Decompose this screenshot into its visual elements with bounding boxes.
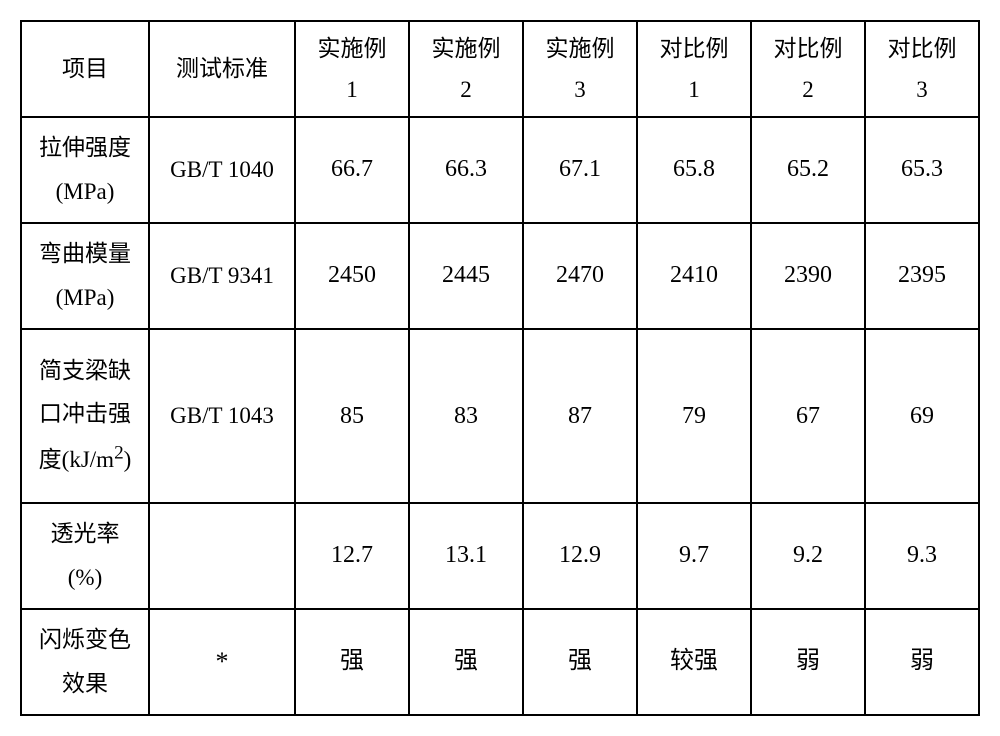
header-ex3-l2: 3 (574, 77, 586, 102)
transmittance-c2: 9.2 (751, 503, 865, 609)
tensile-v2: 66.3 (409, 117, 523, 223)
flexural-label-l2: (MPa) (56, 285, 115, 310)
flicker-v2: 强 (409, 609, 523, 715)
header-row: 项目 测试标准 实施例 1 实施例 2 实施例 3 对比例 1 对比例 2 对比例 3 (21, 21, 979, 117)
flexural-v3: 2470 (523, 223, 637, 329)
impact-c2: 67 (751, 329, 865, 503)
data-table: 项目 测试标准 实施例 1 实施例 2 实施例 3 对比例 1 对比例 2 对比例 3 拉伸… (20, 20, 980, 716)
header-ex2-l1: 实施例 (432, 36, 501, 61)
impact-label-l2: 口冲击强 (39, 401, 131, 426)
tensile-v3: 67.1 (523, 117, 637, 223)
flicker-c1: 较强 (637, 609, 751, 715)
flexural-c3: 2395 (865, 223, 979, 329)
tensile-c3: 65.3 (865, 117, 979, 223)
header-ex1-l1: 实施例 (318, 36, 387, 61)
row-flicker: 闪烁变色效果 * 强 强 强 较强 弱 弱 (21, 609, 979, 715)
header-ex3-l1: 实施例 (546, 36, 615, 61)
header-cp2-l1: 对比例 (774, 36, 843, 61)
impact-label-tail: ) (124, 447, 132, 472)
row-tensile: 拉伸强度(MPa) GB/T 1040 66.7 66.3 67.1 65.8 … (21, 117, 979, 223)
header-example-1: 实施例 1 (295, 21, 409, 117)
impact-standard: GB/T 1043 (149, 329, 295, 503)
flicker-label-l2: 效果 (62, 671, 108, 696)
transmittance-v2: 13.1 (409, 503, 523, 609)
impact-v2: 83 (409, 329, 523, 503)
transmittance-c1: 9.7 (637, 503, 751, 609)
transmittance-label-l2: (%) (68, 565, 102, 590)
impact-v3: 87 (523, 329, 637, 503)
flexural-v1: 2450 (295, 223, 409, 329)
row-impact: 简支梁缺 口冲击强 度(kJ/m2) GB/T 1043 85 83 87 79… (21, 329, 979, 503)
tensile-label-l1: 拉伸强度 (39, 135, 131, 160)
header-cp1-l1: 对比例 (660, 36, 729, 61)
tensile-label-l2: (MPa) (56, 179, 115, 204)
impact-label-l3: 度(kJ/m2) (39, 447, 132, 472)
flicker-label: 闪烁变色效果 (21, 609, 149, 715)
row-transmittance: 透光率 (%) 12.7 13.1 12.9 9.7 9.2 9.3 (21, 503, 979, 609)
header-compare-1: 对比例 1 (637, 21, 751, 117)
flicker-label-l1: 闪烁变色 (39, 627, 131, 652)
header-example-3: 实施例 3 (523, 21, 637, 117)
header-compare-2: 对比例 2 (751, 21, 865, 117)
flicker-c2: 弱 (751, 609, 865, 715)
tensile-v1: 66.7 (295, 117, 409, 223)
flexural-c2: 2390 (751, 223, 865, 329)
transmittance-v3: 12.9 (523, 503, 637, 609)
header-cp3-l2: 3 (916, 77, 928, 102)
header-example-2: 实施例 2 (409, 21, 523, 117)
header-cp2-l2: 2 (802, 77, 814, 102)
impact-label-l3-text: 度(kJ/m (39, 447, 114, 472)
flexural-standard: GB/T 9341 (149, 223, 295, 329)
tensile-c1: 65.8 (637, 117, 751, 223)
impact-label: 简支梁缺 口冲击强 度(kJ/m2) (21, 329, 149, 503)
transmittance-label: 透光率 (%) (21, 503, 149, 609)
flexural-c1: 2410 (637, 223, 751, 329)
transmittance-c3: 9.3 (865, 503, 979, 609)
transmittance-v1: 12.7 (295, 503, 409, 609)
transmittance-standard (149, 503, 295, 609)
transmittance-label-l1: 透光率 (51, 521, 120, 546)
tensile-c2: 65.2 (751, 117, 865, 223)
flicker-v1: 强 (295, 609, 409, 715)
row-flexural: 弯曲模量(MPa) GB/T 9341 2450 2445 2470 2410 … (21, 223, 979, 329)
flicker-standard: * (149, 609, 295, 715)
impact-c1: 79 (637, 329, 751, 503)
flicker-v3: 强 (523, 609, 637, 715)
flexural-label: 弯曲模量 (MPa) (21, 223, 149, 329)
header-cp3-l1: 对比例 (888, 36, 957, 61)
impact-c3: 69 (865, 329, 979, 503)
impact-label-sup: 2 (114, 442, 124, 463)
impact-label-l1: 简支梁缺 (39, 358, 131, 383)
header-ex1-l2: 1 (346, 77, 358, 102)
flexural-v2: 2445 (409, 223, 523, 329)
header-item: 项目 (21, 21, 149, 117)
header-standard: 测试标准 (149, 21, 295, 117)
tensile-standard: GB/T 1040 (149, 117, 295, 223)
flicker-c3: 弱 (865, 609, 979, 715)
tensile-label: 拉伸强度 (MPa) (21, 117, 149, 223)
impact-v1: 85 (295, 329, 409, 503)
header-compare-3: 对比例 3 (865, 21, 979, 117)
header-ex2-l2: 2 (460, 77, 472, 102)
header-cp1-l2: 1 (688, 77, 700, 102)
flexural-label-l1: 弯曲模量 (39, 241, 131, 266)
